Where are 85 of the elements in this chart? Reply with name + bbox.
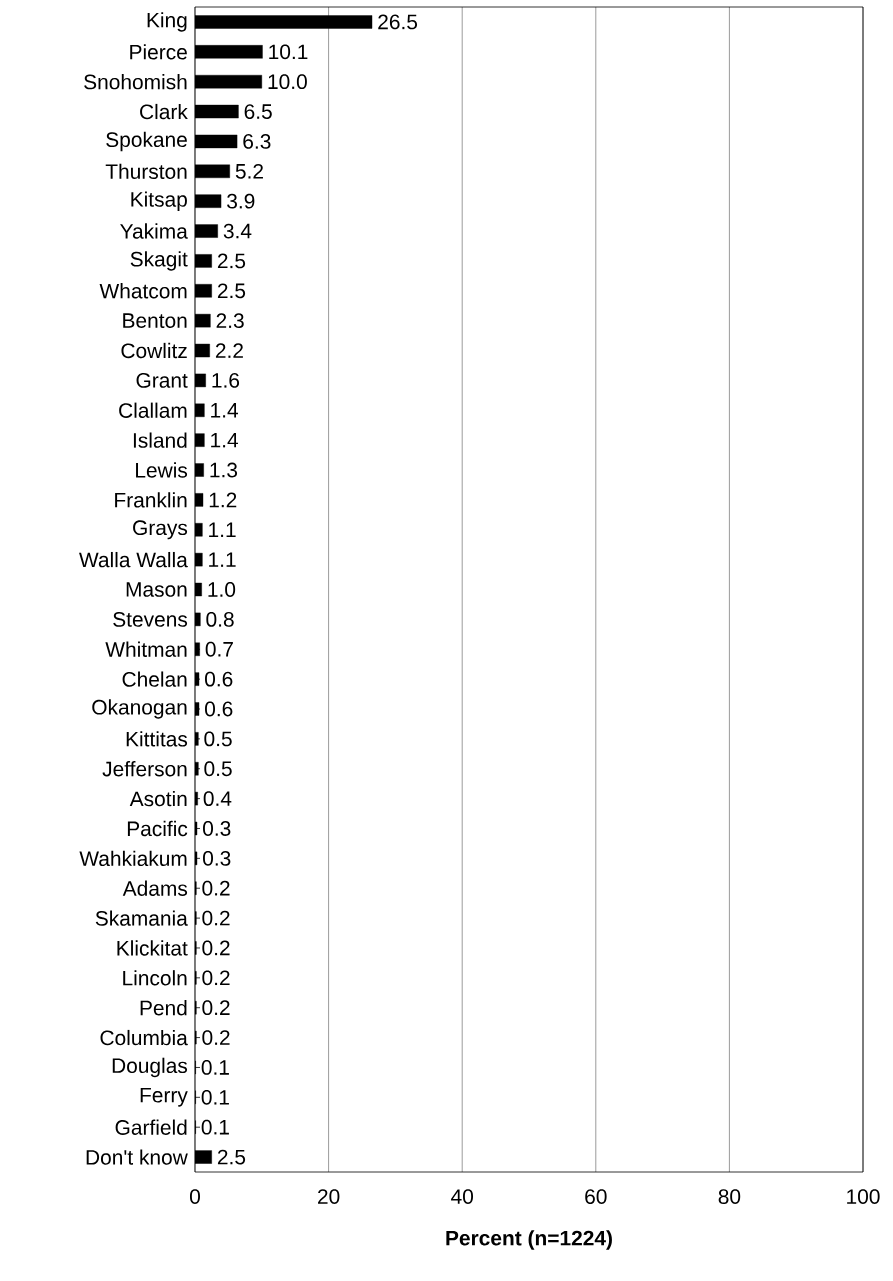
data-label: 1.1 <box>209 552 236 567</box>
y-tick-label: Kittitas <box>126 731 188 747</box>
y-tick-label: Whatcom <box>99 283 187 299</box>
y-tick-label: Jefferson <box>102 761 187 777</box>
y-tick-label: Klickitat <box>117 940 188 956</box>
y-tick-label: Adams <box>122 880 188 896</box>
y-tick-label: Clallam <box>119 402 187 418</box>
y-tick-label: King <box>147 12 187 32</box>
y-tick-label: Pierce <box>130 44 187 60</box>
data-label: 0.2 <box>202 910 230 926</box>
x-tick-label: 40 <box>451 1189 474 1204</box>
data-label: 3.9 <box>227 193 255 209</box>
y-tick-label: Franklin <box>115 492 187 508</box>
y-tick-label: Chelan <box>122 671 187 687</box>
data-label: 0.2 <box>202 940 230 956</box>
data-label: 2.5 <box>217 283 246 299</box>
y-tick-label: Cowlitz <box>121 342 187 359</box>
data-label: 0.1 <box>201 1060 229 1075</box>
data-label: 2.5 <box>217 1149 246 1165</box>
data-label: 2.2 <box>215 343 243 358</box>
x-tick-label: 0 <box>189 1189 200 1204</box>
y-tick-label: Skagit <box>130 251 188 271</box>
data-label: 6.5 <box>244 104 272 119</box>
y-tick-label: Stevens <box>113 611 188 627</box>
data-label: 0.8 <box>206 611 234 627</box>
x-tick-label: 60 <box>585 1189 607 1204</box>
data-label: 0.1 <box>201 1119 229 1135</box>
y-tick-label: Asotin <box>129 790 187 807</box>
x-tick-label: 20 <box>318 1189 340 1204</box>
data-label: 1.2 <box>209 492 237 508</box>
y-tick-label: Okanogan <box>92 699 187 719</box>
y-tick-label: Island <box>133 432 187 448</box>
x-tick-label: 100 <box>847 1189 880 1204</box>
y-tick-label: Pend <box>140 1000 187 1016</box>
data-label: 6.3 <box>243 134 271 149</box>
y-tick-label: Whitman <box>105 641 187 657</box>
data-label: 10.1 <box>269 44 308 60</box>
data-label: 1.4 <box>211 432 239 448</box>
data-label: 26.5 <box>378 14 418 30</box>
y-tick-label: Grays <box>133 520 188 540</box>
data-label: 0.5 <box>204 731 232 747</box>
y-tick-label: Kitsap <box>131 191 187 211</box>
y-tick-label: Benton <box>123 313 187 328</box>
data-label: 2.5 <box>217 253 246 269</box>
y-tick-label: Clark <box>140 103 188 120</box>
data-label: 0.2 <box>202 970 230 986</box>
y-tick-label: Lewis <box>136 462 188 478</box>
y-tick-label: Columbia <box>100 1029 188 1046</box>
data-label: 1.3 <box>210 462 238 478</box>
data-label: 0.7 <box>205 641 233 657</box>
y-tick-label: Don't know <box>86 1149 188 1165</box>
data-label: 10.0 <box>268 74 307 90</box>
y-tick-label: Snohomish <box>84 74 187 90</box>
data-label: 5.2 <box>235 163 263 179</box>
data-label: 0.2 <box>202 880 230 896</box>
data-label: 0.6 <box>205 671 233 687</box>
y-tick-label: Pacific <box>127 820 188 837</box>
y-tick-label: Walla Walla <box>79 551 188 568</box>
y-tick-label: Douglas <box>112 1057 188 1078</box>
data-label: 0.6 <box>205 701 233 717</box>
data-label: 1.0 <box>208 582 236 597</box>
y-tick-label: Ferry <box>140 1087 188 1107</box>
data-label: 2.3 <box>216 313 244 329</box>
y-tick-label: Grant <box>136 373 188 388</box>
y-tick-label: Lincoln <box>123 970 187 986</box>
data-label: 0.4 <box>203 791 232 807</box>
data-label: 1.6 <box>212 373 240 388</box>
data-label: 0.3 <box>203 821 231 836</box>
y-tick-label: Thurston <box>105 163 187 179</box>
y-tick-label: Wahkiakum <box>79 850 187 867</box>
data-label: 0.3 <box>203 850 231 866</box>
y-tick-label: Mason <box>126 582 187 597</box>
x-axis-title: Percent (n=1224) <box>446 1230 612 1250</box>
data-label: 3.4 <box>223 223 252 239</box>
x-tick-label: 80 <box>718 1189 741 1204</box>
data-label: 0.2 <box>202 1000 230 1016</box>
y-tick-label: Yakima <box>120 223 188 239</box>
data-label: 1.4 <box>211 403 239 418</box>
y-tick-label: Spokane <box>106 131 187 152</box>
data-label: 0.1 <box>201 1089 229 1105</box>
data-label: 1.1 <box>209 522 236 537</box>
data-label: 0.5 <box>204 761 232 777</box>
data-label: 0.2 <box>202 1030 230 1045</box>
y-tick-label: Garfield <box>115 1119 187 1135</box>
y-tick-label: Skamania <box>95 910 188 926</box>
